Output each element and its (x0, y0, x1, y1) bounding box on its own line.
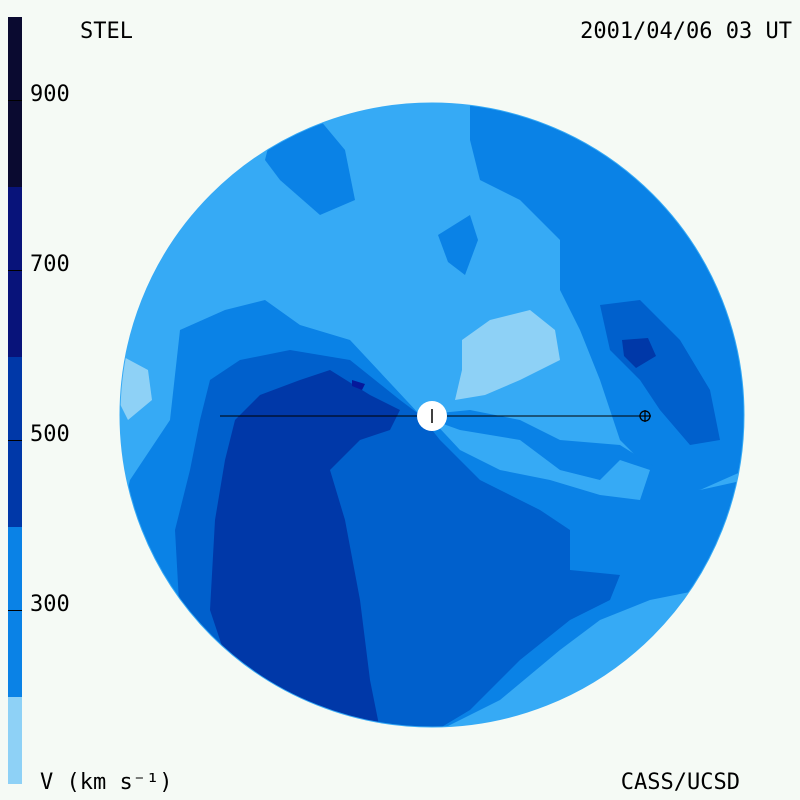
source-label: STEL (80, 19, 133, 44)
colorbar-tick-label: 300 (30, 592, 70, 617)
colorbar-tick (8, 610, 22, 611)
credit-label: CASS/UCSD (620, 770, 740, 795)
colorbar-band (8, 697, 22, 784)
colorbar-tick-label: 900 (30, 82, 70, 107)
colorbar-tick (8, 270, 22, 271)
contour-region-navy (622, 338, 656, 368)
contour-region-light (455, 310, 560, 400)
colorbar-tick (8, 100, 22, 101)
contour-region-navy (210, 370, 400, 727)
sun-icon (417, 401, 447, 431)
contour-region-mid (438, 215, 478, 275)
map-boundary (119, 102, 745, 728)
contour-region-darkest (352, 380, 365, 390)
contour-region-light (120, 355, 152, 420)
colorbar-band (8, 527, 22, 697)
colorbar-tick-label: 500 (30, 422, 70, 447)
colorbar-band (8, 357, 22, 527)
earth-icon (639, 410, 651, 422)
colorbar-tick-label: 700 (30, 252, 70, 277)
timestamp-label: 2001/04/06 03 UT (580, 19, 792, 44)
units-label: V (km s⁻¹) (40, 770, 173, 795)
contour-region-sky (432, 420, 650, 500)
contour-region-deep (600, 300, 720, 445)
velocity-colorbar (8, 17, 22, 784)
colorbar-band (8, 17, 22, 187)
colorbar-band (8, 187, 22, 357)
contour-region-mid (265, 120, 355, 215)
colorbar-tick (8, 440, 22, 441)
